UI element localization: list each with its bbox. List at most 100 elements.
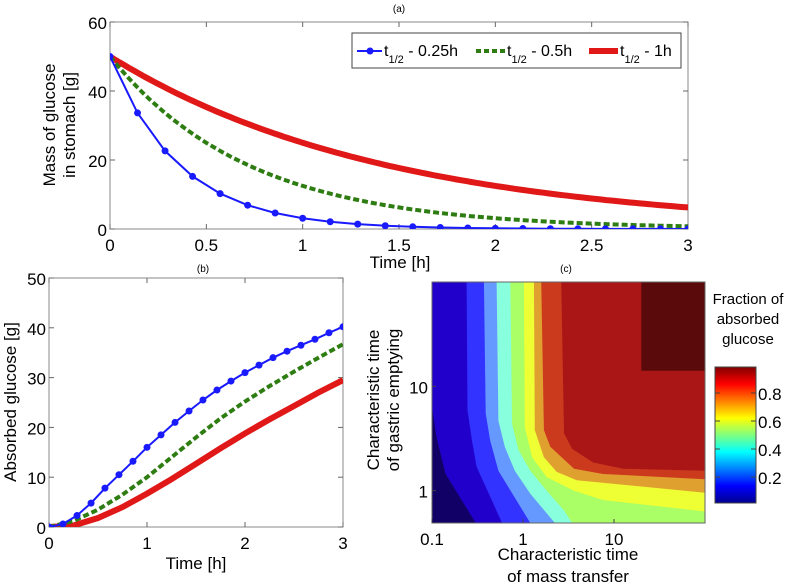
colorbar-tick-label: 0.6 <box>758 413 782 432</box>
colorbar-tick-label: 0.2 <box>758 469 782 488</box>
data-point <box>171 418 179 426</box>
series-line-t1-2-1h <box>110 53 688 211</box>
y-tick-label: 0 <box>37 519 46 538</box>
x-tick-label: 0 <box>105 236 114 255</box>
legend-label-1: t1/2 - 0.5h <box>507 43 572 66</box>
x-tick-label: 10 <box>605 530 624 549</box>
data-point <box>73 512 81 520</box>
panel-a: (a) 0 0.5 1 1.5 2 2.5 3 0 20 40 60 Mass of glucose… <box>40 4 693 272</box>
data-point <box>283 347 291 355</box>
panel-b-ylabel: Absorbed glucose [g] <box>1 322 20 482</box>
panel-a-title: (a) <box>393 4 405 15</box>
data-point <box>189 172 197 180</box>
data-point <box>87 499 95 507</box>
legend-label-0: t1/2 - 0.25h <box>384 43 458 66</box>
series-line-t1-2-0-5h <box>49 342 343 527</box>
panel-a-ylabel-line1: Mass of glucose <box>40 64 59 187</box>
data-point <box>143 443 151 451</box>
data-point <box>491 224 499 229</box>
data-point <box>325 329 333 337</box>
x-tick-label: 1 <box>298 236 307 255</box>
panel-c-ylabel-line2: of gastric emptying <box>384 329 403 472</box>
series-line-t1-2-0-5h <box>110 55 688 229</box>
data-point <box>59 520 67 527</box>
x-tick-label: 1 <box>518 530 527 549</box>
panel-c: (c) 0.1 1 10 1 10 Characteristic time of mas… <box>364 264 784 585</box>
series-line-t1-2-0-25h <box>110 56 688 229</box>
y-tick-label: 0 <box>98 221 107 240</box>
legend: t1/2 - 0.25h t1/2 - 0.5h t1/2 - 1h <box>351 32 682 69</box>
colorbar-gradient <box>714 366 757 504</box>
x-tick-label: 2.5 <box>580 236 604 255</box>
data-point <box>299 214 307 222</box>
data-point <box>464 224 472 229</box>
data-point <box>271 209 279 217</box>
data-point <box>115 471 123 479</box>
colorbar-title-line2: absorbed <box>717 311 780 328</box>
y-tick-label: 1 <box>419 483 428 502</box>
x-tick-label: 0.1 <box>420 530 444 549</box>
data-point <box>49 523 53 527</box>
panel-c-xlabel-line2: of mass transfer <box>507 567 629 585</box>
legend-box <box>351 32 682 69</box>
y-tick-label: 60 <box>88 14 107 33</box>
data-point <box>684 225 688 229</box>
y-tick-label: 20 <box>88 152 107 171</box>
y-tick-label: 20 <box>27 419 46 438</box>
x-tick-label: 2 <box>491 236 500 255</box>
data-point <box>241 369 249 377</box>
panel-c-axes <box>431 281 706 524</box>
data-point <box>161 147 169 155</box>
data-point <box>546 225 554 229</box>
colorbar-tick-label: 0.8 <box>758 385 782 404</box>
y-tick-label: 40 <box>88 83 107 102</box>
data-point <box>244 201 252 209</box>
panel-c-ylabel-line1: Characteristic time <box>364 330 383 471</box>
panel-b-axes <box>48 277 344 528</box>
colorbar: Fraction of absorbed glucose 0.2 0.4 0.6 0.… <box>713 291 784 504</box>
panel-b-title: (b) <box>197 264 209 275</box>
y-tick-label: 30 <box>27 370 46 389</box>
data-point <box>326 218 334 226</box>
contour-band-0.95 <box>641 282 705 371</box>
data-point <box>436 224 444 229</box>
data-point <box>110 53 114 60</box>
colorbar-title-line3: glucose <box>722 331 774 348</box>
legend-marker-blue <box>366 47 374 55</box>
data-point <box>269 354 277 362</box>
y-tick-label: 50 <box>27 270 46 289</box>
data-point <box>519 225 527 229</box>
panel-c-xlabel-line1: Characteristic time <box>498 545 639 564</box>
data-point <box>339 323 343 331</box>
data-point <box>227 377 235 385</box>
data-point <box>255 361 263 369</box>
colorbar-tick-label: 0.4 <box>758 441 782 460</box>
x-tick-label: 3 <box>683 236 692 255</box>
y-tick-label: 40 <box>27 320 46 339</box>
data-point <box>129 457 137 465</box>
y-tick-label: 10 <box>27 469 46 488</box>
x-tick-label: 2 <box>240 534 249 553</box>
data-point <box>213 386 221 394</box>
data-point <box>354 220 362 228</box>
data-point <box>656 225 664 229</box>
x-tick-label: 0 <box>44 534 53 553</box>
data-point <box>311 335 319 343</box>
data-point <box>601 225 609 229</box>
data-point <box>101 484 109 492</box>
panel-b-xlabel: Time [h] <box>166 554 227 573</box>
panel-c-title: (c) <box>560 264 572 275</box>
data-point <box>134 109 142 117</box>
x-tick-label: 0.5 <box>195 236 219 255</box>
x-tick-label: 3 <box>338 534 347 553</box>
data-point <box>199 396 207 404</box>
data-point <box>185 407 193 415</box>
x-tick-label: 1 <box>142 534 151 553</box>
data-point <box>574 225 582 229</box>
data-point <box>157 431 165 439</box>
data-point <box>297 341 305 349</box>
panel-a-ylabel-line2: in stomach [g] <box>60 72 79 178</box>
legend-label-2: t1/2 - 1h <box>620 43 672 66</box>
